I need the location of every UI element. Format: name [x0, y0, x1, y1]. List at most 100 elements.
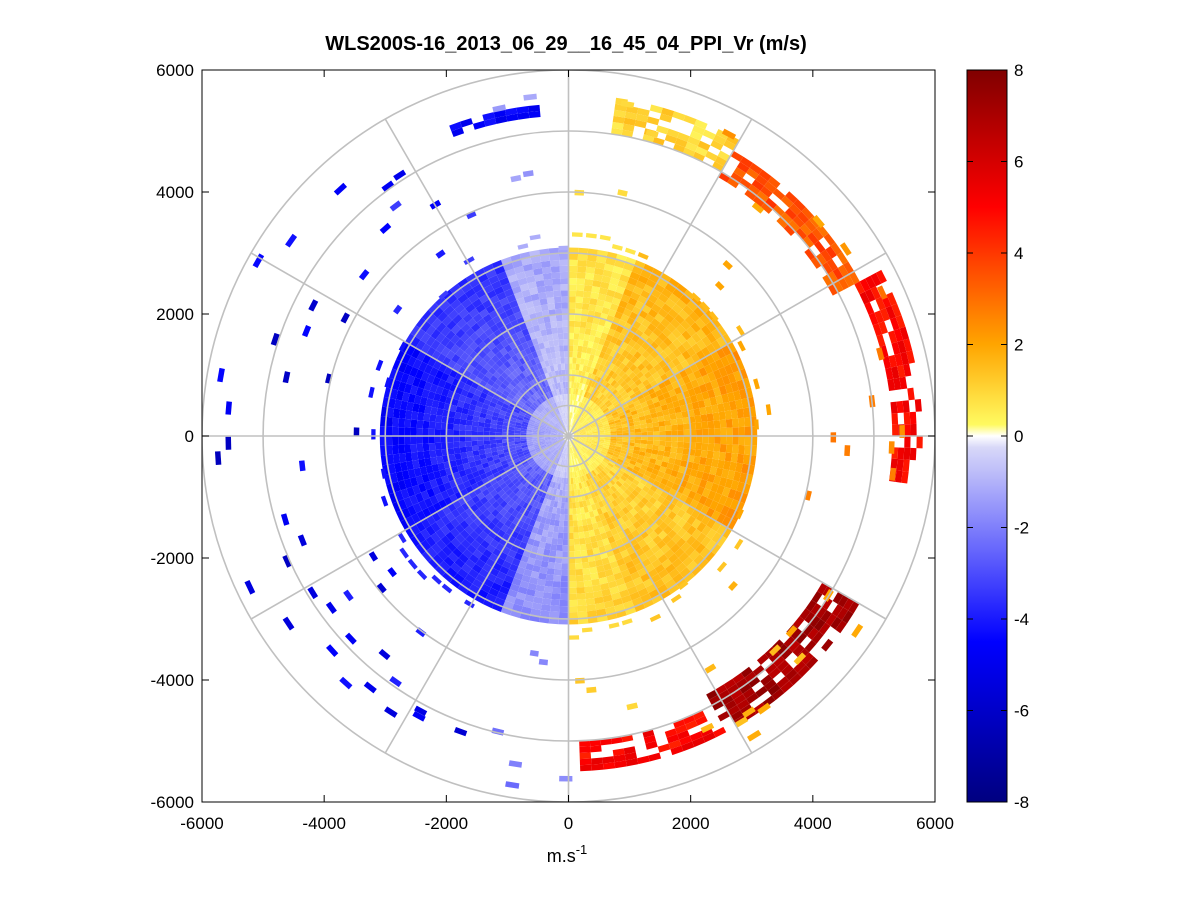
velocity-cell — [714, 502, 725, 514]
velocity-cell — [554, 482, 559, 490]
velocity-cell — [592, 496, 599, 504]
velocity-cell — [893, 328, 904, 342]
velocity-cell — [564, 447, 567, 454]
velocity-cell — [572, 428, 578, 433]
velocity-cell — [521, 444, 528, 449]
velocity-cell — [742, 687, 756, 699]
velocity-cell — [543, 485, 550, 493]
velocity-cell — [600, 416, 608, 422]
velocity-cell — [535, 279, 545, 288]
velocity-cell — [576, 382, 580, 389]
velocity-cell — [902, 459, 910, 472]
velocity-cell — [471, 430, 478, 436]
velocity-cell — [465, 327, 475, 338]
velocity-cell — [820, 609, 832, 623]
velocity-cell — [557, 436, 564, 439]
velocity-cell — [482, 263, 495, 274]
velocity-cell — [646, 422, 653, 428]
velocity-cell — [490, 419, 498, 425]
velocity-cell — [282, 554, 293, 568]
velocity-cell — [583, 334, 590, 342]
velocity-cell — [582, 524, 589, 532]
velocity-cell — [640, 427, 648, 433]
velocity-cell — [498, 468, 506, 476]
velocity-cell — [713, 387, 722, 397]
velocity-cell — [605, 334, 613, 342]
velocity-cell — [455, 514, 465, 524]
velocity-cell — [580, 383, 586, 391]
velocity-cell — [594, 596, 604, 605]
velocity-cell — [559, 514, 565, 521]
velocity-cell — [559, 271, 569, 279]
velocity-cell — [629, 500, 638, 509]
velocity-cell — [553, 416, 559, 423]
velocity-cell — [502, 475, 510, 483]
velocity-cell — [577, 442, 583, 448]
velocity-cell — [656, 583, 668, 594]
velocity-cell — [523, 568, 533, 577]
velocity-cell — [755, 685, 768, 698]
velocity-cell — [594, 362, 601, 370]
velocity-cell — [559, 394, 563, 401]
velocity-cell — [683, 423, 690, 430]
velocity-cell — [746, 692, 759, 705]
velocity-cell — [583, 359, 589, 366]
velocity-cell — [590, 425, 597, 429]
velocity-cell — [810, 256, 822, 269]
velocity-cell — [571, 375, 575, 383]
velocity-cell — [704, 381, 714, 391]
velocity-cell — [422, 436, 429, 444]
velocity-cell — [441, 475, 450, 484]
velocity-cell — [554, 443, 560, 448]
velocity-cell — [542, 510, 549, 518]
velocity-cell — [422, 443, 430, 452]
velocity-cell — [455, 523, 465, 534]
velocity-cell — [596, 324, 605, 333]
velocity-cell — [726, 427, 733, 436]
velocity-cell — [586, 254, 598, 262]
velocity-cell — [647, 488, 656, 497]
velocity-cell — [459, 342, 470, 352]
velocity-cell — [471, 425, 478, 432]
velocity-cell — [676, 471, 685, 480]
velocity-cell — [563, 441, 567, 447]
velocity-cell — [577, 395, 582, 402]
velocity-cell — [579, 439, 586, 443]
velocity-cell — [602, 447, 609, 452]
velocity-cell — [628, 339, 637, 348]
velocity-cell — [663, 337, 673, 347]
velocity-cell — [653, 283, 665, 294]
velocity-cell — [575, 394, 580, 402]
velocity-cell — [596, 400, 603, 407]
velocity-cell — [410, 419, 418, 429]
velocity-cell — [549, 500, 555, 508]
velocity-cell — [532, 565, 541, 573]
velocity-cell — [568, 502, 573, 509]
velocity-cell — [670, 446, 678, 454]
velocity-cell — [651, 396, 660, 404]
velocity-cell — [371, 429, 376, 440]
velocity-cell — [532, 500, 539, 508]
x-axis-label: m.s-1 — [547, 842, 588, 866]
velocity-cell — [758, 169, 772, 182]
velocity-cell — [477, 396, 486, 404]
velocity-cell — [440, 535, 451, 546]
velocity-cell — [634, 475, 643, 483]
velocity-cell — [560, 440, 566, 446]
velocity-cell — [810, 603, 822, 616]
velocity-cell — [529, 448, 536, 454]
velocity-cell — [511, 501, 519, 510]
velocity-cell — [497, 417, 505, 423]
velocity-cell — [603, 409, 611, 415]
velocity-cell — [659, 465, 667, 473]
velocity-cell — [544, 449, 550, 455]
velocity-cell — [501, 282, 512, 292]
velocity-cell — [525, 301, 534, 309]
velocity-cell — [658, 503, 667, 513]
velocity-cell — [657, 743, 671, 753]
velocity-cell — [585, 451, 591, 458]
velocity-cell — [585, 429, 592, 433]
velocity-cell — [412, 377, 421, 388]
velocity-cell — [393, 169, 407, 181]
velocity-cell — [636, 525, 645, 535]
